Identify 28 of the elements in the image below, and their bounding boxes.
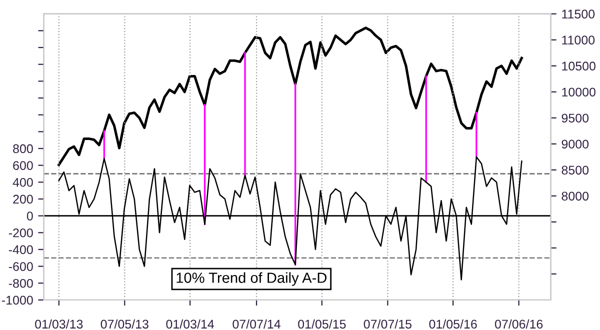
y2-tick-label: 9000 — [562, 140, 589, 149]
y-tick-label: -600 — [8, 262, 33, 271]
y2-tick-label: 8000 — [562, 192, 589, 201]
y2-tick-label: 11500 — [562, 10, 595, 19]
y-tick-label: 0 — [26, 212, 33, 220]
x-tick-label: 01/03/14 — [166, 319, 214, 329]
y-tick-label: 600 — [13, 161, 33, 170]
y-tick-label: 200 — [13, 194, 33, 204]
x-tick-label: 07/07/14 — [232, 319, 280, 329]
x-tick-label: 07/06/16 — [494, 319, 543, 329]
y2-tick-label: 10500 — [562, 62, 596, 71]
y-tick-label: -1000 — [2, 296, 33, 305]
x-tick-label: 01/05/16 — [429, 319, 477, 329]
y2-tick-label: 9500 — [562, 114, 589, 123]
y2-tick-label: 8500 — [562, 166, 589, 175]
y2-tick-label: 11000 — [562, 36, 595, 45]
x-tick-label: 07/07/15 — [364, 319, 412, 329]
series-label: 10% Trend of Daily A-D — [176, 272, 326, 286]
y-tick-label: 800 — [13, 144, 33, 154]
y-tick-label: -800 — [8, 278, 33, 288]
y-tick-label: -200 — [8, 228, 33, 238]
y-tick-label: 400 — [12, 178, 33, 187]
x-tick-label: 01/03/13 — [35, 319, 83, 329]
x-tick-label: 01/05/15 — [298, 319, 346, 329]
y2-tick-label: 10000 — [562, 88, 596, 97]
x-tick-label: 07/05/13 — [100, 319, 148, 329]
y-tick-label: -400 — [8, 245, 33, 254]
line-series — [58, 26, 523, 166]
